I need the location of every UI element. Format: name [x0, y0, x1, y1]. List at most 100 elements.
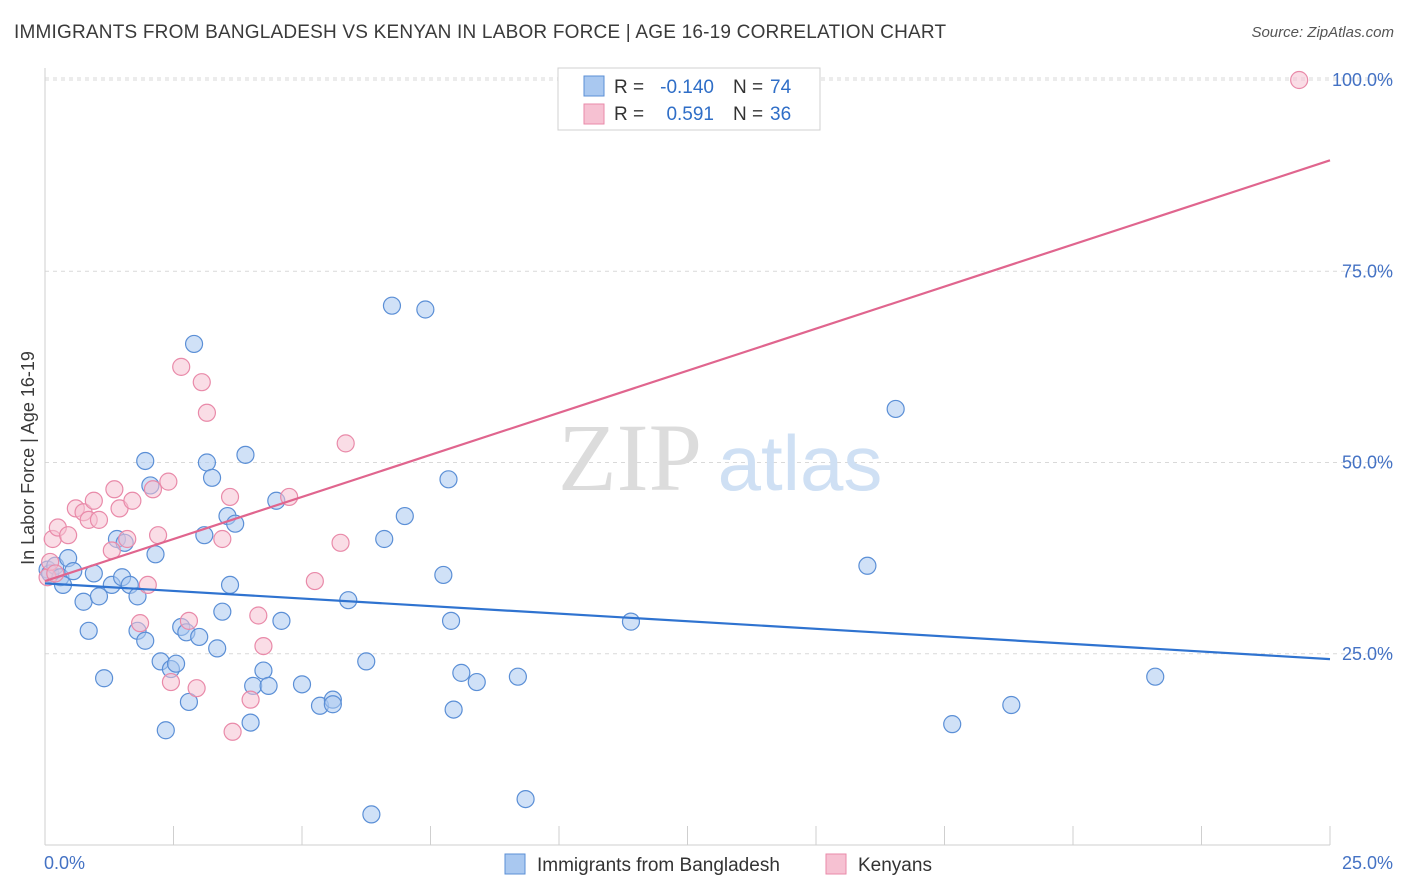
kenyans-point	[223, 722, 242, 741]
bangladesh-point	[179, 692, 199, 712]
bangladesh-point	[375, 529, 394, 549]
bangladesh-point	[236, 445, 255, 464]
chart-title: IMMIGRANTS FROM BANGLADESH VS KENYAN IN …	[14, 22, 947, 43]
legend-r-value-1: -0.140	[660, 77, 714, 98]
legend-kenyans-label: Kenyans	[858, 855, 932, 876]
source-label: Source: ZipAtlas.com	[1251, 24, 1394, 41]
kenyans-trend-line	[44, 159, 1331, 583]
bangladesh-point	[213, 602, 232, 621]
y-tick-label: 50.0%	[1342, 453, 1393, 473]
x-tick-label: 0.0%	[44, 853, 85, 873]
gridlines	[45, 77, 1392, 655]
watermark-atlas: atlas	[718, 419, 883, 507]
legend-r-label-2: R =	[614, 104, 644, 125]
x-tick-labels: 0.0% 25.0%	[44, 853, 1393, 873]
legend-bangladesh-swatch	[504, 853, 526, 875]
bangladesh-point	[95, 669, 114, 688]
kenyans-point	[46, 564, 65, 583]
bangladesh-point	[1146, 667, 1165, 686]
bangladesh-point	[1002, 695, 1021, 715]
bangladesh-point	[74, 592, 93, 611]
bangladesh-point	[508, 667, 527, 686]
trend-lines	[44, 159, 1331, 661]
kenyans-point	[305, 571, 324, 591]
bangladesh-point	[323, 695, 342, 714]
series-legend: Immigrants from Bangladesh Kenyans	[504, 853, 932, 876]
kenyans-point	[105, 480, 124, 499]
kenyans-point	[197, 403, 217, 422]
kenyans-point	[213, 529, 232, 549]
kenyans-point	[123, 491, 142, 510]
y-tick-label: 25.0%	[1342, 644, 1393, 664]
legend-n-label-1: N =	[733, 77, 763, 98]
bangladesh-point	[136, 451, 155, 471]
bangladesh-point	[272, 611, 291, 630]
bangladesh-point	[395, 506, 414, 526]
bangladesh-point	[202, 468, 222, 487]
bangladesh-point	[220, 575, 240, 595]
bangladesh-point	[241, 713, 260, 732]
y-tick-label: 100.0%	[1332, 70, 1393, 90]
bangladesh-point	[621, 612, 641, 631]
bangladesh-point	[357, 652, 376, 671]
legend-r-label-1: R =	[614, 77, 644, 98]
bangladesh-point	[467, 672, 486, 692]
bangladesh-point	[416, 300, 435, 319]
bangladesh-point	[156, 721, 175, 740]
bangladesh-point	[259, 676, 278, 695]
kenyans-point	[118, 529, 137, 549]
bangladesh-point	[434, 565, 453, 585]
kenyans-point	[159, 472, 178, 491]
bangladesh-point	[858, 556, 877, 575]
bangladesh-trend-line	[44, 582, 1331, 661]
bangladesh-point	[197, 453, 217, 472]
kenyans-point	[130, 614, 150, 633]
bangladesh-point	[79, 621, 98, 640]
bangladesh-point	[166, 654, 186, 673]
stats-legend: R = -0.140 N = 74 R = 0.591 N = 36	[557, 67, 821, 131]
kenyans-point	[280, 487, 299, 507]
y-tick-label: 75.0%	[1342, 261, 1393, 281]
bangladesh-point	[444, 700, 463, 719]
kenyans-point	[187, 679, 206, 698]
kenyans-point	[84, 491, 103, 510]
series-kenyans-points	[38, 70, 1309, 741]
y-axis-label: In Labor Force | Age 16-19	[18, 351, 38, 565]
kenyans-point	[179, 611, 199, 630]
legend-kenyans-swatch	[825, 853, 847, 875]
kenyans-point	[220, 487, 240, 507]
bangladesh-point	[89, 587, 109, 606]
bangladesh-point	[439, 470, 458, 489]
bangladesh-point	[382, 296, 402, 315]
y-tick-labels: 25.0% 50.0% 75.0% 100.0%	[1332, 70, 1393, 664]
bangladesh-point	[362, 805, 381, 824]
legend-n-label-2: N =	[733, 104, 763, 125]
bangladesh-point	[292, 675, 312, 694]
bangladesh-point	[146, 545, 165, 564]
watermark-zip: ZIP	[558, 404, 702, 511]
bangladesh-point	[254, 661, 273, 680]
bangladesh-point	[208, 639, 227, 658]
bangladesh-point	[943, 715, 962, 734]
kenyans-point	[254, 636, 273, 656]
kenyans-point	[331, 533, 350, 552]
legend-n-value-2: 36	[770, 104, 791, 125]
legend-bangladesh-label: Immigrants from Bangladesh	[537, 855, 780, 876]
axes	[44, 68, 1331, 846]
kenyans-point	[1290, 70, 1309, 90]
legend-n-value-1: 74	[770, 77, 792, 98]
bangladesh-point	[452, 663, 471, 682]
bangladesh-point	[190, 627, 209, 647]
kenyans-point	[249, 606, 268, 625]
legend-pink-swatch	[583, 103, 605, 125]
kenyans-point	[172, 357, 191, 376]
bangladesh-point	[441, 611, 461, 630]
kenyans-point	[192, 373, 211, 392]
kenyans-point	[161, 672, 181, 692]
kenyans-point	[143, 480, 163, 499]
x-tick-label: 25.0%	[1342, 853, 1393, 873]
kenyans-point	[59, 526, 78, 545]
bangladesh-point	[184, 334, 204, 354]
watermark: ZIP atlas	[558, 404, 882, 511]
